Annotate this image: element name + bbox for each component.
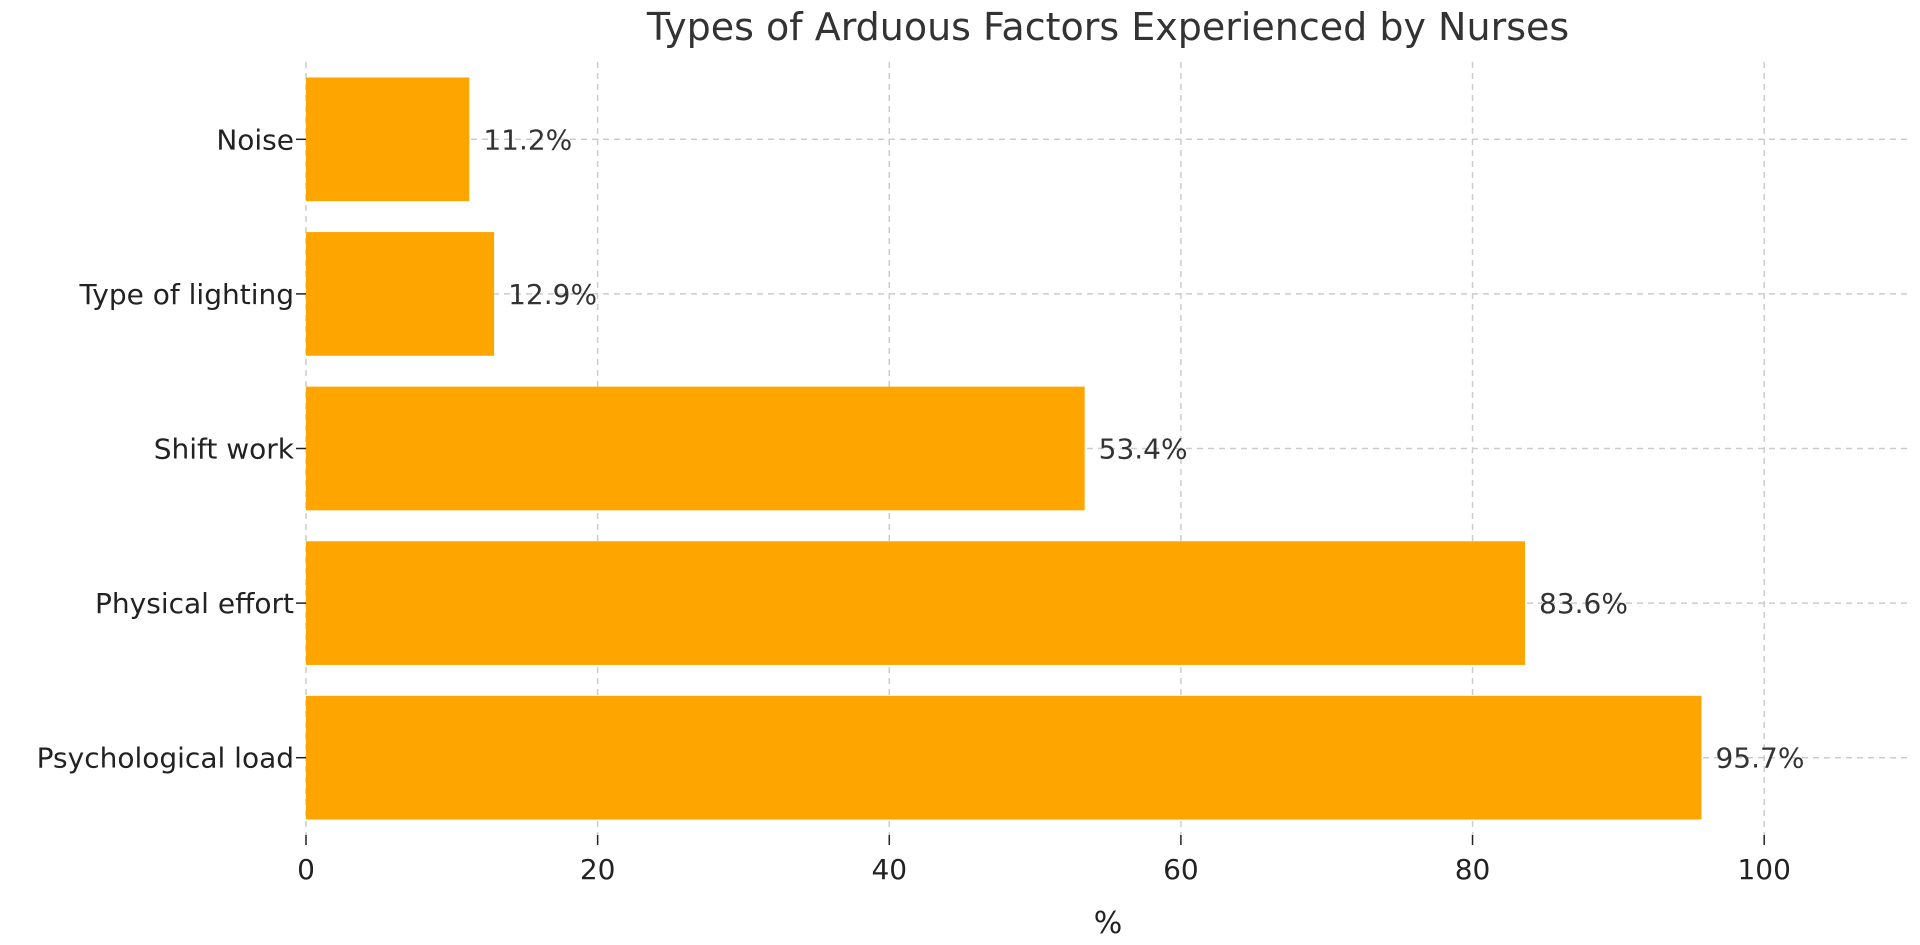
bar	[306, 77, 470, 202]
bar-value-label: 95.7%	[1715, 742, 1804, 775]
bar-value-label: 11.2%	[483, 123, 572, 156]
bar	[306, 695, 1702, 820]
x-axis: 0 20 40 60 80 100	[297, 835, 1791, 886]
y-tick-label: Type of lighting	[79, 278, 294, 311]
y-tick-label: Shift work	[154, 433, 295, 466]
bar-value-label: 53.4%	[1099, 433, 1188, 466]
x-tick-label: 0	[297, 853, 315, 886]
bar	[306, 232, 495, 356]
y-tick-label: Noise	[216, 123, 294, 156]
x-axis-label: %	[1094, 906, 1123, 941]
x-tick-label: 80	[1455, 853, 1491, 886]
bars: 11.2% 12.9% 53.4% 83.6% 95.7%	[306, 77, 1804, 820]
y-tick-label: Physical effort	[95, 587, 294, 620]
y-axis: Noise Type of lighting Shift work Physical …	[37, 123, 306, 775]
x-tick-label: 20	[580, 853, 616, 886]
bar	[306, 541, 1526, 665]
x-tick-label: 40	[871, 853, 907, 886]
y-tick-label: Psychological load	[37, 742, 294, 775]
chart-title: Types of Arduous Factors Experienced by …	[646, 5, 1569, 49]
bar	[306, 386, 1085, 511]
x-tick-label: 100	[1737, 853, 1790, 886]
bar-value-label: 83.6%	[1539, 587, 1628, 620]
x-tick-label: 60	[1163, 853, 1199, 886]
bar-value-label: 12.9%	[508, 278, 597, 311]
